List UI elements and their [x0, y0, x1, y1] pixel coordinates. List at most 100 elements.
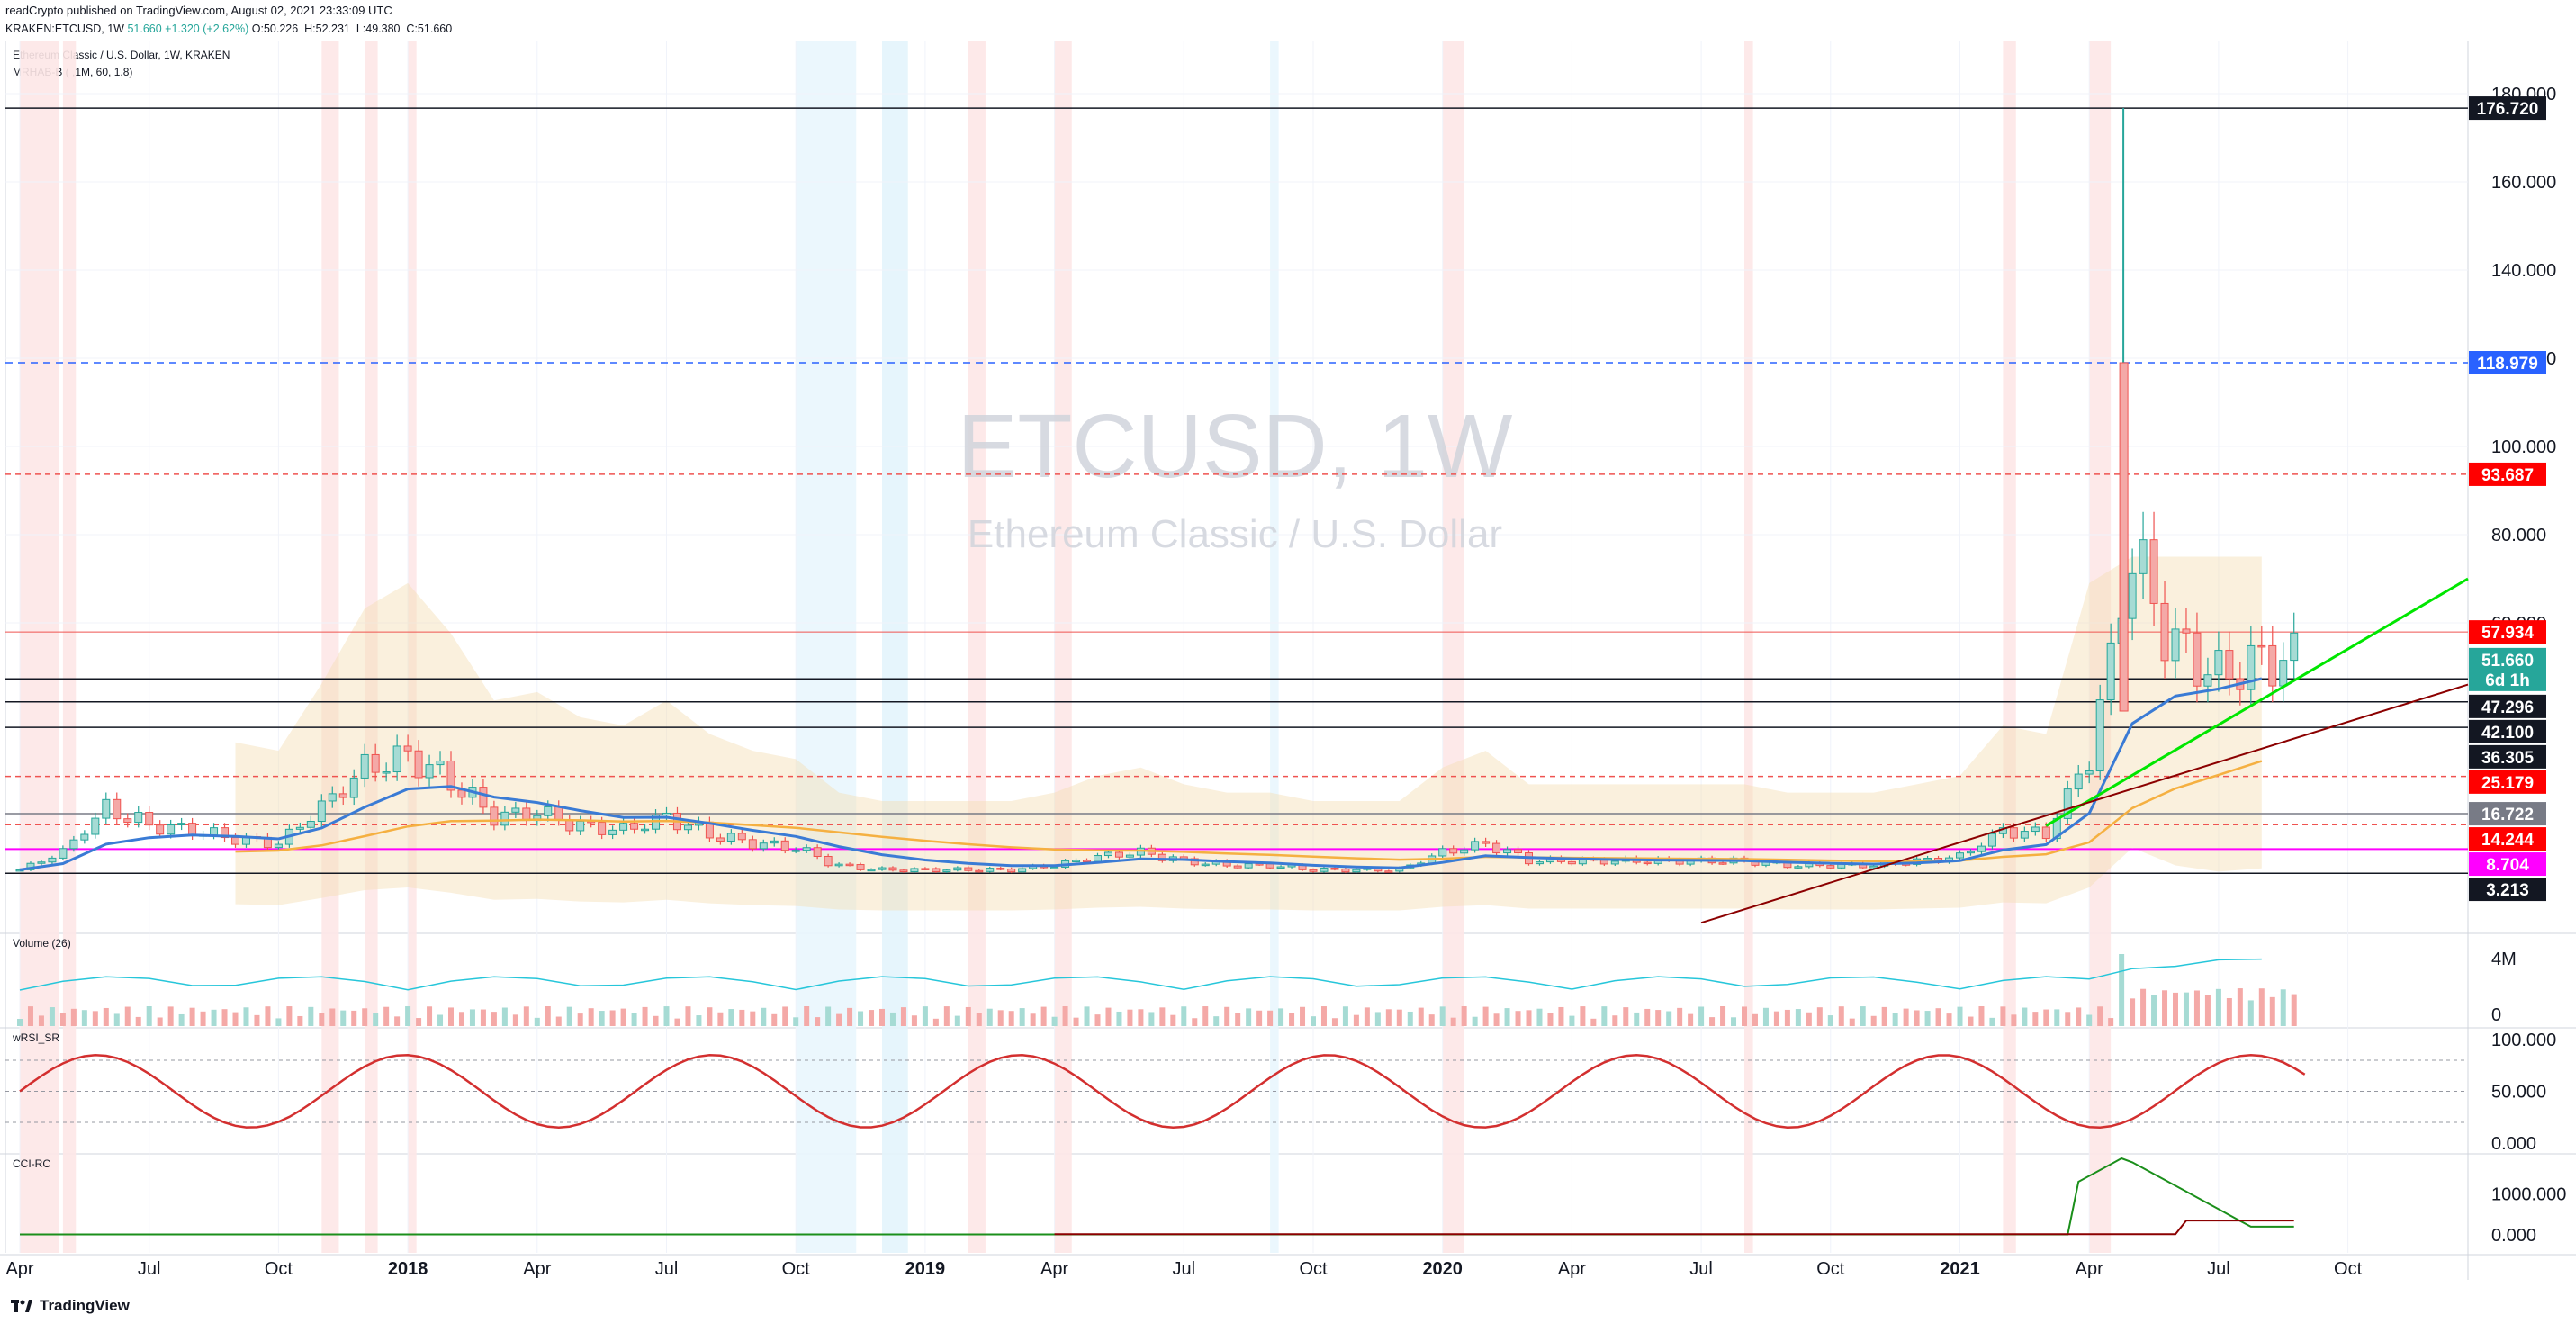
volume-bar [394, 1016, 401, 1026]
candle-body [500, 811, 509, 826]
volume-bar [1504, 1008, 1510, 1026]
candle-body [1233, 865, 1242, 869]
volume-bar [59, 1013, 66, 1026]
candle-body [2171, 628, 2180, 662]
volume-bar [2226, 997, 2232, 1026]
green-trendline [2045, 577, 2469, 827]
volume-bar [2065, 1012, 2071, 1026]
candle-body [69, 839, 78, 850]
price-label-text: 25.179 [2481, 774, 2534, 793]
candle-body [576, 820, 585, 832]
candle-body [145, 812, 154, 826]
volume-bar [2000, 1006, 2006, 1026]
candle-body [2063, 788, 2072, 819]
price-label-text: 14.244 [2481, 831, 2535, 850]
volume-bar [1742, 1006, 1747, 1026]
candle-body [274, 843, 283, 849]
time-tick-label: Apr [523, 1259, 551, 1279]
last-price: 51.660 [127, 23, 162, 35]
candle-body [1083, 860, 1092, 862]
volume-bar [2086, 1014, 2093, 1026]
volume-bar [609, 1010, 616, 1026]
volume-bar [620, 1008, 626, 1026]
volume-bar [1450, 1017, 1456, 1026]
price-tick-label: 160.000 [2491, 173, 2556, 193]
candle-body [1320, 868, 1329, 872]
volume-bar [2247, 1000, 2254, 1026]
volume-bar [879, 1008, 885, 1026]
volume-bar [1968, 1016, 1974, 1026]
volume-bar [2151, 995, 2157, 1026]
oscillator-tick-label: 0.000 [2491, 1134, 2536, 1154]
candle-body [748, 839, 757, 850]
price-label-box [2469, 351, 2546, 375]
volume-bar [804, 1006, 810, 1026]
price-label-text: 42.100 [2481, 724, 2534, 743]
volume-bar [1881, 1006, 1887, 1026]
watermark-symbol: ETCUSD, 1W [958, 396, 1513, 497]
price-label-box [2469, 852, 2546, 877]
candle-body [1103, 851, 1112, 857]
volume-bar [1623, 1007, 1629, 1026]
volume-bar [1407, 1011, 1413, 1026]
session-band [1270, 41, 1279, 1253]
candle-body [2257, 644, 2266, 648]
volume-bar [642, 1006, 648, 1026]
volume-bar [1073, 1017, 1079, 1026]
volume-bar [1127, 1009, 1133, 1026]
price-label-3.213: 3.213 [2469, 878, 2546, 902]
volume-bar [211, 1009, 217, 1026]
publisher-line: readCrypto published on TradingView.com,… [5, 2, 452, 20]
price-label-8.704: 8.704 [2469, 852, 2546, 877]
candle-body [511, 807, 520, 813]
volume-bar [1580, 1006, 1586, 1026]
volume-bar [2204, 995, 2211, 1026]
candle-body [134, 812, 143, 824]
volume-bar [340, 1010, 347, 1026]
volume-bar [1084, 1006, 1090, 1026]
symbol-ohlc-line: KRAKEN:ETCUSD, 1W 51.660 +1.320 (+2.62%)… [5, 20, 452, 38]
candle-body [403, 745, 412, 752]
volume-bar [1439, 1006, 1446, 1026]
candle-body [2106, 642, 2115, 701]
volume-bar [555, 1016, 562, 1026]
volume-pane-title: Volume (26) [13, 937, 71, 950]
volume-bar [167, 1006, 174, 1026]
volume-bar [1246, 1008, 1252, 1026]
candle-body [1072, 860, 1081, 862]
cci-line [20, 1157, 2294, 1236]
volume-bar [954, 1015, 960, 1026]
volume-bar [1547, 1013, 1554, 1026]
candle-body [1384, 870, 1393, 873]
candle-body [479, 787, 488, 808]
time-tick-label: Oct [265, 1259, 293, 1279]
candle-body [630, 823, 639, 830]
price-label-118.979: 118.979 [2469, 351, 2546, 375]
volume-bar [243, 1007, 249, 1026]
candle-body [780, 840, 789, 851]
volume-bar [1385, 1009, 1392, 1026]
candle-body [1157, 853, 1166, 861]
volume-bar [1278, 1008, 1284, 1026]
volume-bar [815, 1017, 821, 1026]
volume-bar [2215, 988, 2221, 1026]
volume-bar [1762, 1007, 1769, 1026]
volume-bar [1396, 1009, 1402, 1026]
volume-bar [297, 1015, 303, 1026]
volume-bar [1709, 1017, 1716, 1026]
volume-bar [1461, 1006, 1467, 1026]
candle-body [544, 806, 553, 816]
volume-bar [2269, 996, 2275, 1026]
candle-body [1244, 863, 1253, 869]
candle-body [167, 824, 176, 835]
tradingview-logo-icon [11, 1300, 32, 1312]
volume-bar [696, 1015, 702, 1026]
tradingview-footer: TradingView [11, 1297, 130, 1315]
volume-bar [889, 1012, 896, 1026]
price-label-42.100: 42.100 [2469, 719, 2546, 743]
slow-moving-average [235, 760, 2263, 862]
session-band [968, 41, 986, 1253]
candle-body [338, 793, 347, 798]
volume-bar [2130, 998, 2136, 1026]
